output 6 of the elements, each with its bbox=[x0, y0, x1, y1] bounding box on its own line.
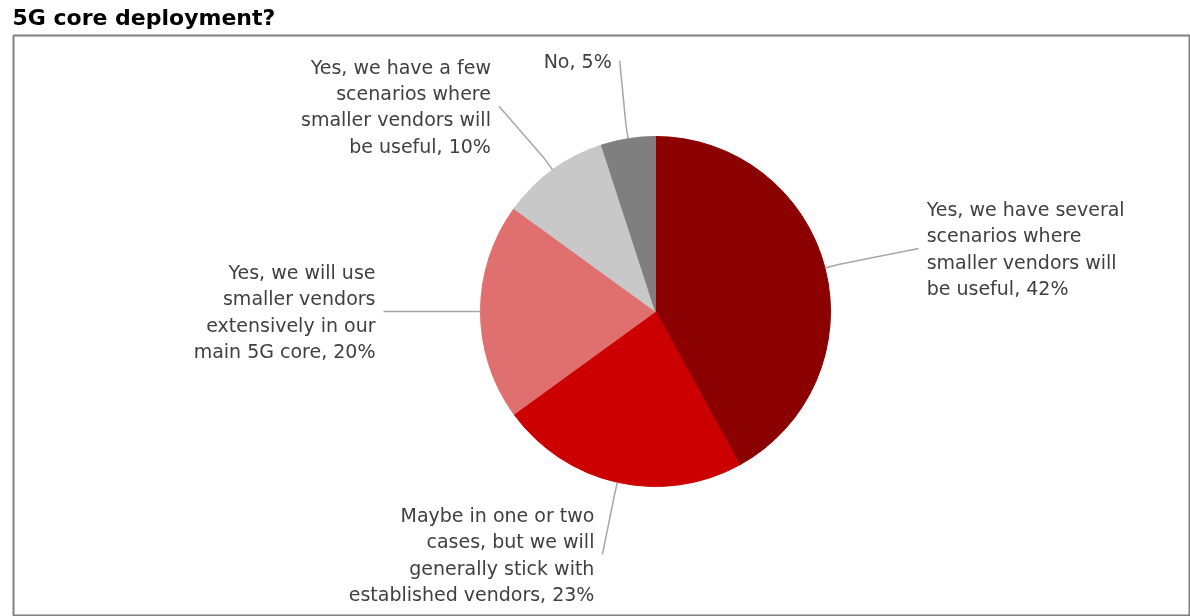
slice-label: Yes, we will use smaller vendors extensively in our main 5G core, 20% bbox=[193, 260, 376, 363]
chart-title: 5G core deployment? bbox=[12, 4, 276, 30]
slice-label: No, 5% bbox=[543, 49, 612, 72]
slice-label: Yes, we have several scenarios where smaller vendors will be useful, 42% bbox=[925, 197, 1125, 299]
slice-label: Maybe in one or two cases, but we will generally stick with established vendors, 23% bbox=[348, 503, 595, 606]
slice-label: Yes, we have a few scenarios where smaller vendors will be useful, 10% bbox=[300, 55, 491, 157]
